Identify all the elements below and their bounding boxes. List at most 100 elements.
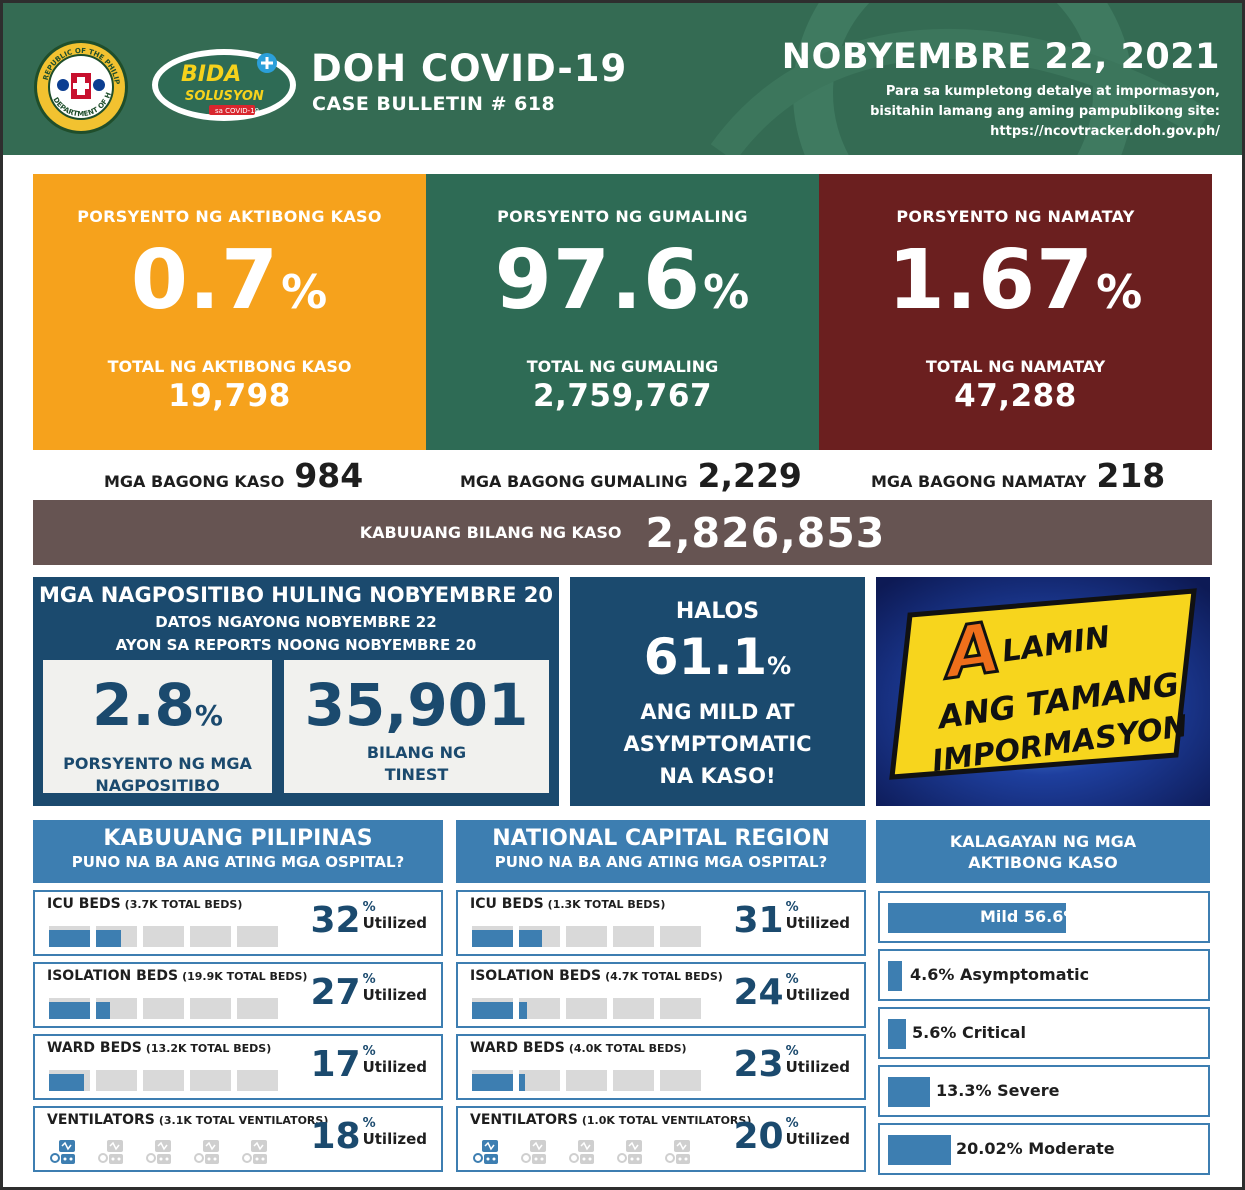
ventilator-icon	[473, 1140, 498, 1164]
bed-type: ICU BEDS	[47, 896, 121, 912]
positivity-rate-label1: PORSYENTO NG MGA	[63, 754, 252, 773]
ventilator-icon	[194, 1140, 219, 1164]
ncr-icu-row: ICU BEDS (1.3K TOTAL BEDS) 31% Utilized	[456, 890, 866, 956]
bar-cell	[613, 926, 654, 947]
status-label: 5.6% Critical	[912, 1023, 1026, 1042]
bar-cell	[472, 998, 513, 1019]
bed-capacity: (13.2K TOTAL BEDS)	[145, 1042, 272, 1055]
status-label: 13.3% Severe	[936, 1081, 1060, 1100]
bed-title: ICU BEDS (1.3K TOTAL BEDS)	[470, 896, 665, 912]
bar-cell	[472, 926, 513, 947]
active-caption: PORSYENTO NG AKTIBONG KASO	[77, 207, 382, 226]
ventilator-icon	[50, 1140, 75, 1164]
doh-seal-logo: REPUBLIC OF THE PHILIPPINES DEPARTMENT O…	[33, 39, 128, 134]
bar-cell	[519, 998, 560, 1019]
bar-cell	[566, 926, 607, 947]
utilized-label: Utilized	[362, 1058, 427, 1076]
utilization: 20% Utilized	[733, 1116, 850, 1158]
bed-title: VENTILATORS (1.0K TOTAL VENTILATORS)	[470, 1112, 751, 1128]
bed-type: ISOLATION BEDS	[470, 968, 602, 984]
philippines-icu-row: ICU BEDS (3.7K TOTAL BEDS) 32% Utilized	[33, 890, 443, 956]
mild-line3: ASYMPTOMATIC	[623, 732, 812, 756]
new-recovered-label: MGA BAGONG GUMALING	[460, 472, 688, 491]
bar-cell	[237, 998, 278, 1019]
bed-capacity: (19.9K TOTAL BEDS)	[182, 970, 308, 983]
utilization-value: 24	[733, 972, 784, 1013]
ncr-isolation-row: ISOLATION BEDS (4.7K TOTAL BEDS) 24% Utiliz…	[456, 962, 866, 1028]
new-cases-label: MGA BAGONG KASO	[104, 472, 285, 491]
percent-sign: %	[785, 1116, 799, 1131]
bar-cell	[49, 998, 90, 1019]
bar-cell	[519, 926, 560, 947]
utilization-value: 32	[310, 900, 361, 941]
utilized-label: Utilized	[362, 1130, 427, 1148]
tested-label2: TINEST	[384, 765, 449, 784]
bar-cell	[143, 926, 184, 947]
bed-type: WARD BEDS	[47, 1040, 142, 1056]
status-bar	[888, 1135, 951, 1165]
bar-cell	[190, 1070, 231, 1091]
status-title1: KALAGAYAN NG MGA	[949, 832, 1137, 851]
ncr-ward-row: WARD BEDS (4.0K TOTAL BEDS) 23% Utilized	[456, 1034, 866, 1100]
bar-cell	[96, 926, 137, 947]
utilization: 23% Utilized	[733, 1044, 850, 1086]
percent-sign: %	[362, 900, 376, 915]
bar-fill	[519, 1074, 526, 1091]
header-banner: REPUBLIC OF THE PHILIPPINES DEPARTMENT O…	[3, 3, 1242, 155]
utilization: 27% Utilized	[310, 972, 427, 1014]
utilization-value: 27	[310, 972, 361, 1013]
utilization: 31% Utilized	[733, 900, 850, 942]
utilization: 17% Utilized	[310, 1044, 427, 1086]
mild-percent: 61.1%	[643, 628, 792, 686]
bed-capacity: (1.0K TOTAL VENTILATORS)	[581, 1114, 752, 1127]
percent-sign: %	[362, 1116, 376, 1131]
bar-fill	[519, 1002, 528, 1019]
ncr-subtitle: PUNO NA BA ANG ATING MGA OSPITAL?	[494, 853, 828, 871]
svg-text:SOLUSYON: SOLUSYON	[185, 89, 264, 104]
recovered-panel: PORSYENTO NG GUMALING 97.6% TOTAL NG GUM…	[426, 174, 819, 450]
new-deaths: MGA BAGONG NAMATAY 218	[871, 456, 1165, 500]
ventilator-icon	[521, 1140, 546, 1164]
new-cases-value: 984	[294, 456, 364, 495]
ncr-section-header: NATIONAL CAPITAL REGION PUNO NA BA ANG A…	[456, 820, 866, 883]
bed-title: VENTILATORS (3.1K TOTAL VENTILATORS)	[47, 1112, 328, 1128]
utilization-bars	[472, 926, 701, 947]
percent-sign: %	[785, 1044, 799, 1059]
percent-sign: %	[362, 972, 376, 987]
bed-title: ISOLATION BEDS (4.7K TOTAL BEDS)	[470, 968, 723, 984]
percent-sign: %	[362, 1044, 376, 1059]
ventilator-icons	[472, 1138, 698, 1168]
utilized-label: Utilized	[785, 914, 850, 932]
new-recovered-value: 2,229	[697, 456, 802, 495]
utilization-value: 17	[310, 1044, 361, 1085]
deaths-percent: 1.67%	[887, 233, 1144, 328]
site-url: https://ncovtracker.doh.gov.ph/	[990, 124, 1220, 139]
svg-text:sa COVID-19: sa COVID-19	[215, 107, 259, 115]
utilized-label: Utilized	[785, 1130, 850, 1148]
ventilator-icon	[665, 1140, 690, 1164]
status-mild: Mild 56.6%	[878, 891, 1210, 943]
bar-fill	[519, 930, 542, 947]
alamin-graphic: A LAMIN ANG TAMANG IMPORMASYON	[876, 577, 1210, 806]
philippines-ward-row: WARD BEDS (13.2K TOTAL BEDS) 17% Utilized	[33, 1034, 443, 1100]
ventilator-icon	[242, 1140, 267, 1164]
utilization-bars	[472, 1070, 701, 1091]
recovered-caption: PORSYENTO NG GUMALING	[497, 207, 748, 226]
svg-text:BIDA: BIDA	[181, 62, 241, 87]
recovered-total-label: TOTAL NG GUMALING	[526, 357, 719, 376]
mild-line4: NA KASO!	[659, 764, 776, 788]
deaths-total: 47,288	[954, 378, 1077, 414]
site-info: Para sa kumpletong detalye at impormasyo…	[870, 82, 1220, 142]
bulletin-number: CASE BULLETIN # 618	[312, 93, 556, 115]
bed-type: VENTILATORS	[47, 1112, 155, 1128]
bida-solusyon-logo: BIDA SOLUSYON sa COVID-19	[152, 49, 296, 121]
positivity-rate-card: 2.8% PORSYENTO NG MGA NAGPOSITIBO	[43, 660, 272, 795]
bar-fill	[472, 1002, 513, 1019]
ncr-vent-row: VENTILATORS (1.0K TOTAL VENTILATORS) 20% Ut…	[456, 1106, 866, 1172]
positivity-rate-label2: NAGPOSITIBO	[95, 776, 220, 795]
utilization: 24% Utilized	[733, 972, 850, 1014]
positivity-rate: 2.8%	[92, 671, 223, 739]
bar-cell	[660, 926, 701, 947]
bed-capacity: (1.3K TOTAL BEDS)	[547, 898, 666, 911]
